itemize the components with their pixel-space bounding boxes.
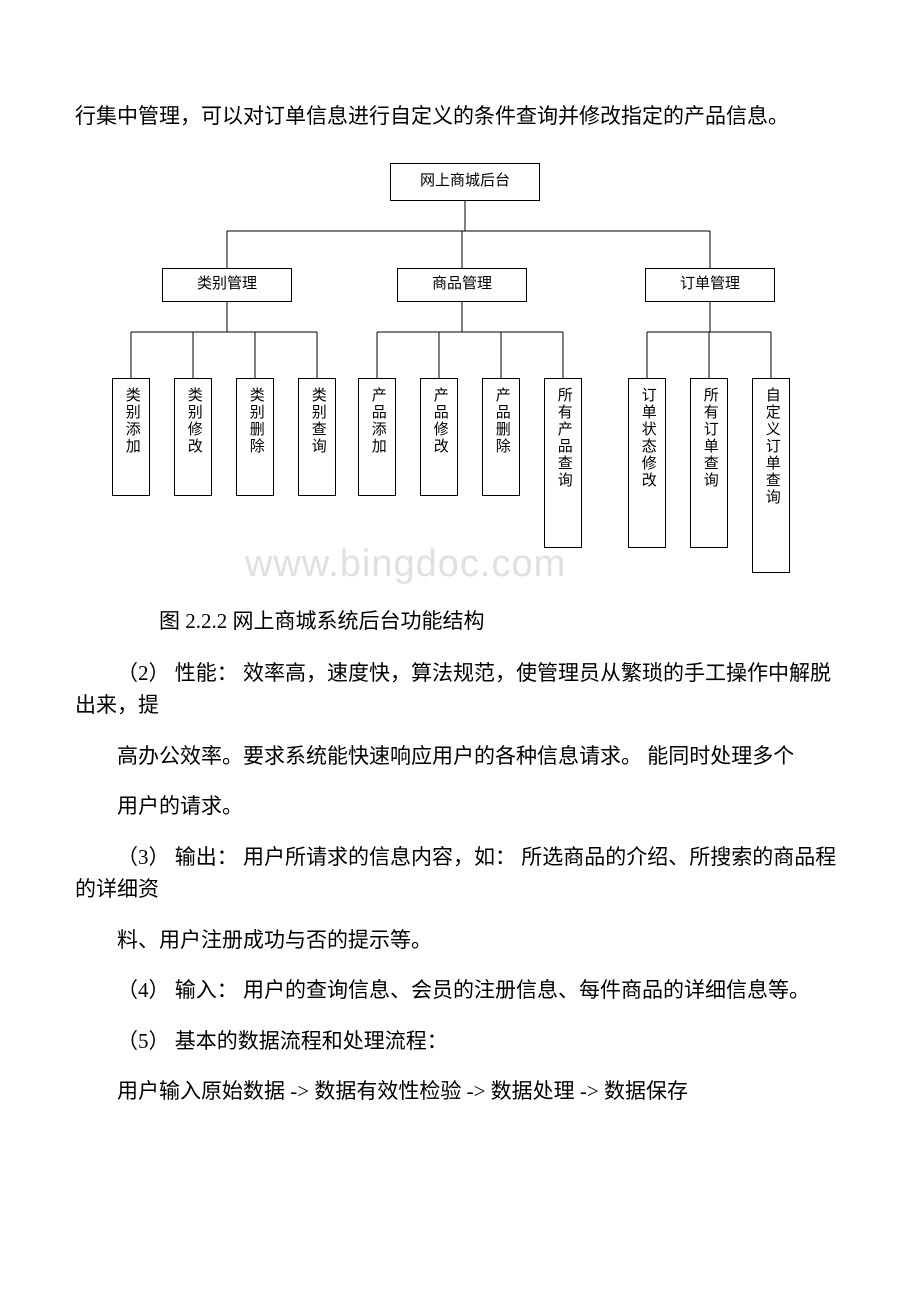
paragraph: 用户的请求。: [75, 790, 845, 823]
leaf-node: 所有订单查询: [690, 378, 728, 548]
group-node: 订单管理: [645, 268, 775, 302]
paragraph: 用户输入原始数据 -> 数据有效性检验 -> 数据处理 -> 数据保存: [75, 1075, 845, 1108]
paragraph: 料、用户注册成功与否的提示等。: [75, 924, 845, 957]
leaf-node: 产品添加: [358, 378, 396, 496]
watermark-text: www.bingdoc.com: [245, 543, 566, 586]
leaf-node: 自定义订单查询: [752, 378, 790, 573]
leaf-node: 类别修改: [174, 378, 212, 496]
group-node: 类别管理: [162, 268, 292, 302]
leaf-node: 类别添加: [112, 378, 150, 496]
root-node: 网上商城后台: [390, 163, 540, 201]
figure-caption: 图 2.2.2 网上商城系统后台功能结构: [75, 605, 845, 635]
paragraph: （4） 输入： 用户的查询信息、会员的注册信息、每件商品的详细信息等。: [75, 974, 845, 1007]
leaf-node: 产品修改: [420, 378, 458, 496]
group-node: 商品管理: [397, 268, 527, 302]
paragraph: 高办公效率。要求系统能快速响应用户的各种信息请求。 能同时处理多个: [75, 740, 845, 773]
paragraph: （3） 输出： 用户所请求的信息内容，如： 所选商品的介绍、所搜索的商品程的详细…: [75, 841, 845, 906]
leaf-node: 产品删除: [482, 378, 520, 496]
leaf-node: 类别删除: [236, 378, 274, 496]
paragraph: （2） 性能： 效率高，速度快，算法规范，使管理员从繁琐的手工操作中解脱出来，提: [75, 657, 845, 722]
leaf-node: 类别查询: [298, 378, 336, 496]
leaf-node: 订单状态修改: [628, 378, 666, 548]
org-chart-diagram: www.bingdoc.com 网上商城后台类别管理类别添加类别修改类别删除类别…: [100, 163, 820, 593]
leaf-node: 所有产品查询: [544, 378, 582, 548]
paragraph-top: 行集中管理，可以对订单信息进行自定义的条件查询并修改指定的产品信息。: [75, 100, 845, 133]
paragraph: （5） 基本的数据流程和处理流程：: [75, 1025, 845, 1058]
